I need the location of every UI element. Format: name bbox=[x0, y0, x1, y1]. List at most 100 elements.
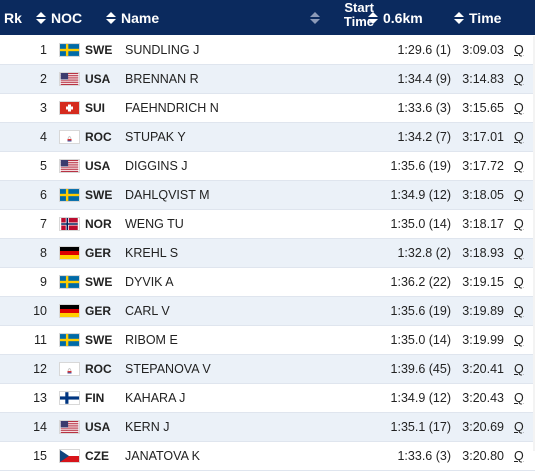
roc-flag-icon bbox=[59, 130, 80, 144]
split-column-header[interactable]: 0.6km bbox=[368, 0, 423, 35]
athlete-name-cell[interactable]: STUPAK Y bbox=[125, 130, 186, 144]
split-time-cell: 1:35.0 (14) bbox=[390, 333, 451, 347]
sweden-flag-icon bbox=[59, 43, 80, 57]
time-column-header[interactable]: Time bbox=[454, 0, 501, 35]
rank-cell: 5 bbox=[40, 159, 47, 173]
rank-cell: 13 bbox=[33, 391, 47, 405]
qualified-link[interactable]: Q bbox=[514, 333, 524, 347]
athlete-name-cell[interactable]: KAHARA J bbox=[125, 391, 186, 405]
athlete-name-cell[interactable]: BRENNAN R bbox=[125, 72, 199, 86]
noc-cell: FIN bbox=[85, 391, 105, 405]
qualified-link[interactable]: Q bbox=[514, 217, 524, 231]
split-time-cell: 1:35.6 (19) bbox=[390, 159, 451, 173]
rank-cell: 10 bbox=[33, 304, 47, 318]
athlete-name-cell[interactable]: DIGGINS J bbox=[125, 159, 188, 173]
rank-cell: 6 bbox=[40, 188, 47, 202]
athlete-name-cell[interactable]: JANATOVA K bbox=[125, 449, 201, 463]
qualified-link[interactable]: Q bbox=[514, 246, 524, 260]
sweden-flag-icon bbox=[59, 188, 80, 202]
table-row[interactable]: 9 SWE DYVIK A 1:36.2 (22) 3:19.15 Q bbox=[0, 268, 535, 297]
table-row[interactable]: 6 SWE DAHLQVIST M 1:34.9 (12) 3:18.05 Q bbox=[0, 181, 535, 210]
qualified-link[interactable]: Q bbox=[514, 101, 524, 115]
athlete-name-cell[interactable]: DYVIK A bbox=[125, 275, 174, 289]
table-row[interactable]: 4 ROC STUPAK Y 1:34.2 (7) 3:17.01 Q bbox=[0, 123, 535, 152]
split-time-cell: 1:33.6 (3) bbox=[397, 101, 451, 115]
germany-flag-icon bbox=[59, 304, 80, 318]
start-time-sort-control[interactable] bbox=[310, 0, 325, 35]
rank-cell: 4 bbox=[40, 130, 47, 144]
athlete-name-cell[interactable]: FAEHNDRICH N bbox=[125, 101, 219, 115]
sort-arrows-icon bbox=[36, 11, 46, 24]
athlete-name-cell[interactable]: DAHLQVIST M bbox=[125, 188, 210, 202]
athlete-name-cell[interactable]: RIBOM E bbox=[125, 333, 178, 347]
sort-arrows-icon bbox=[310, 11, 320, 24]
rank-column-header[interactable]: Rk bbox=[4, 0, 22, 35]
athlete-name-cell[interactable]: STEPANOVA V bbox=[125, 362, 211, 376]
athlete-name-cell[interactable]: KREHL S bbox=[125, 246, 179, 260]
table-row[interactable]: 11 SWE RIBOM E 1:35.0 (14) 3:19.99 Q bbox=[0, 326, 535, 355]
qualified-link[interactable]: Q bbox=[514, 304, 524, 318]
germany-flag-icon bbox=[59, 246, 80, 260]
qualified-link[interactable]: Q bbox=[514, 130, 524, 144]
table-row[interactable]: 8 GER KREHL S 1:32.8 (2) 3:18.93 Q bbox=[0, 239, 535, 268]
table-row[interactable]: 10 GER CARL V 1:35.6 (19) 3:19.89 Q bbox=[0, 297, 535, 326]
table-row[interactable]: 14 USA KERN J 1:35.1 (17) 3:20.69 Q bbox=[0, 413, 535, 442]
athlete-name-cell[interactable]: SUNDLING J bbox=[125, 43, 200, 57]
noc-cell: USA bbox=[85, 420, 111, 434]
table-row[interactable]: 5 USA DIGGINS J 1:35.6 (19) 3:17.72 Q bbox=[0, 152, 535, 181]
sweden-flag-icon bbox=[59, 333, 80, 347]
usa-flag-icon bbox=[59, 420, 80, 434]
norway-flag-icon bbox=[59, 217, 80, 231]
name-column-header[interactable]: Name bbox=[106, 0, 159, 35]
table-row[interactable]: 7 NOR WENG TU 1:35.0 (14) 3:18.17 Q bbox=[0, 210, 535, 239]
table-row[interactable]: 2 USA BRENNAN R 1:34.4 (9) 3:14.83 Q bbox=[0, 65, 535, 94]
qualified-link[interactable]: Q bbox=[514, 391, 524, 405]
qualified-link[interactable]: Q bbox=[514, 420, 524, 434]
final-time-cell: 3:09.03 bbox=[462, 43, 504, 57]
finland-flag-icon bbox=[59, 391, 80, 405]
qualified-link[interactable]: Q bbox=[514, 159, 524, 173]
rank-cell: 3 bbox=[40, 101, 47, 115]
rank-cell: 15 bbox=[33, 449, 47, 463]
table-row[interactable]: 12 ROC STEPANOVA V 1:39.6 (45) 3:20.41 Q bbox=[0, 355, 535, 384]
qualified-link[interactable]: Q bbox=[514, 43, 524, 57]
switzerland-flag-icon bbox=[59, 101, 80, 115]
table-row[interactable]: 1 SWE SUNDLING J 1:29.6 (1) 3:09.03 Q bbox=[0, 36, 535, 65]
noc-cell: USA bbox=[85, 159, 111, 173]
time-header-label: Time bbox=[469, 9, 502, 26]
start-time-column-header[interactable]: Start Time bbox=[340, 0, 374, 36]
rank-cell: 9 bbox=[40, 275, 47, 289]
split-time-cell: 1:35.1 (17) bbox=[390, 420, 451, 434]
qualified-link[interactable]: Q bbox=[514, 72, 524, 86]
name-header-label: Name bbox=[121, 9, 160, 26]
split-header-label: 0.6km bbox=[383, 9, 423, 26]
usa-flag-icon bbox=[59, 72, 80, 86]
qualified-link[interactable]: Q bbox=[514, 362, 524, 376]
split-time-cell: 1:34.9 (12) bbox=[390, 188, 451, 202]
qualified-link[interactable]: Q bbox=[514, 188, 524, 202]
noc-cell: SWE bbox=[85, 275, 113, 289]
athlete-name-cell[interactable]: WENG TU bbox=[125, 217, 184, 231]
final-time-cell: 3:19.99 bbox=[462, 333, 504, 347]
split-time-cell: 1:34.4 (9) bbox=[397, 72, 451, 86]
final-time-cell: 3:17.72 bbox=[462, 159, 504, 173]
noc-cell: USA bbox=[85, 72, 111, 86]
final-time-cell: 3:20.69 bbox=[462, 420, 504, 434]
athlete-name-cell[interactable]: CARL V bbox=[125, 304, 170, 318]
noc-column-header[interactable]: NOC bbox=[36, 0, 82, 35]
noc-cell: GER bbox=[85, 304, 112, 318]
scrollbar[interactable] bbox=[533, 36, 535, 451]
qualified-link[interactable]: Q bbox=[514, 449, 524, 463]
sort-arrows-icon bbox=[454, 11, 464, 24]
start-time-header-line2: Time bbox=[343, 14, 374, 29]
qualified-link[interactable]: Q bbox=[514, 275, 524, 289]
table-row[interactable]: 3 SUI FAEHNDRICH N 1:33.6 (3) 3:15.65 Q bbox=[0, 94, 535, 123]
rank-cell: 11 bbox=[34, 333, 47, 347]
split-time-cell: 1:34.9 (12) bbox=[390, 391, 451, 405]
table-row[interactable]: 15 CZE JANATOVA K 1:33.6 (3) 3:20.80 Q bbox=[0, 442, 535, 471]
table-row[interactable]: 13 FIN KAHARA J 1:34.9 (12) 3:20.43 Q bbox=[0, 384, 535, 413]
noc-cell: SUI bbox=[85, 101, 106, 115]
noc-cell: NOR bbox=[85, 217, 112, 231]
final-time-cell: 3:18.05 bbox=[462, 188, 504, 202]
athlete-name-cell[interactable]: KERN J bbox=[125, 420, 170, 434]
